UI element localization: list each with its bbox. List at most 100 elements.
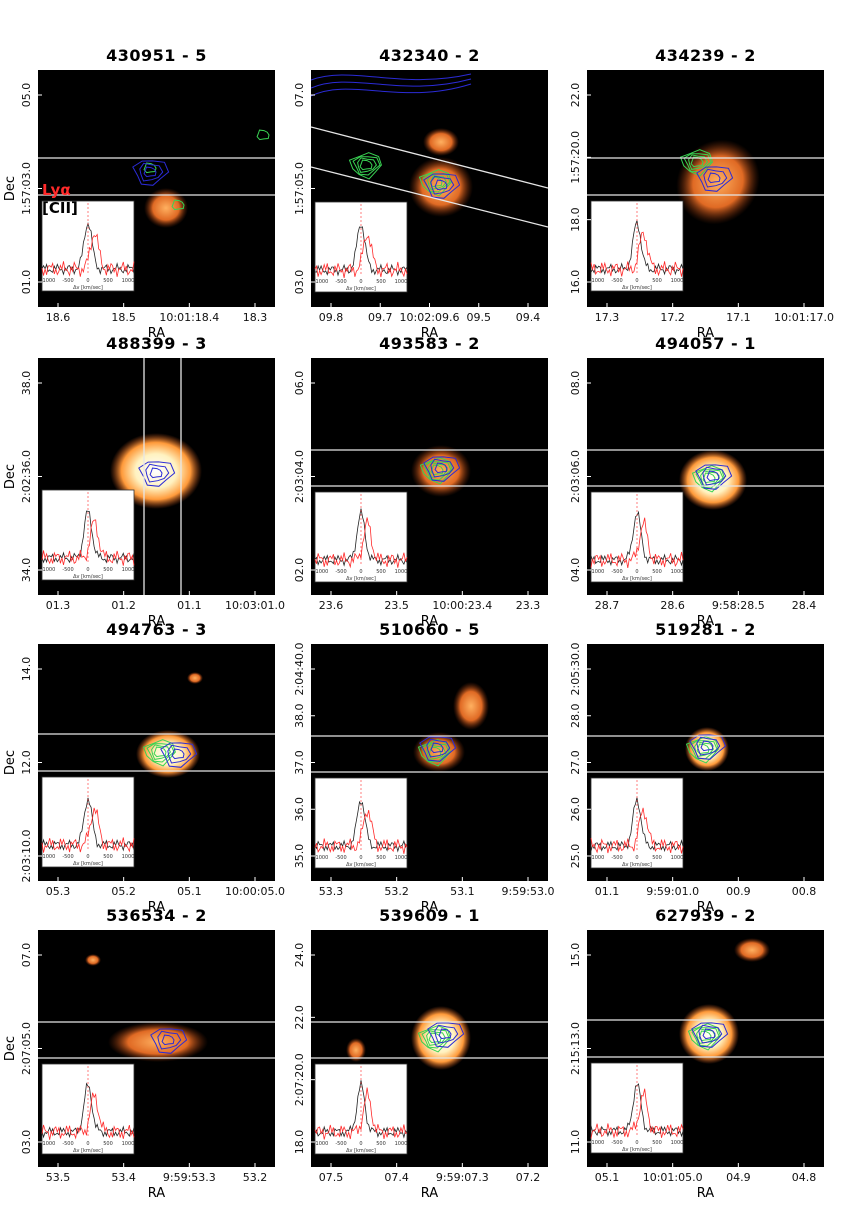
ytick-label: 02.0 (293, 558, 306, 583)
ra-axis-label: RA (421, 326, 439, 341)
cii-spectrum (314, 1080, 408, 1139)
inset-xtick: -500 (335, 569, 346, 575)
inset-xtick: -500 (62, 1141, 73, 1147)
lya-spectrum (590, 807, 684, 854)
ytick-label: 1:57:05.0 (293, 162, 306, 215)
inset-xtick: 0 (359, 569, 362, 575)
panel-title: 539609 - 1 (379, 906, 480, 925)
spectrum-inset: -1000 -500 0 500 1000 Δv [km/sec] (590, 1062, 684, 1154)
emission-blob (679, 1004, 739, 1064)
ra-axis-label: RA (697, 900, 715, 915)
panel-title: 432340 - 2 (379, 46, 480, 65)
panel-svg: -1000 -500 0 500 1000 Δv [km/sec] 07.0 2:07:05.… (3, 930, 275, 1201)
inset-xtick: 0 (635, 1140, 638, 1146)
emission-blob (411, 445, 471, 497)
inset-xtick: -500 (611, 855, 622, 861)
inset-xtick: 500 (376, 569, 386, 575)
xtick-label: 17.2 (660, 311, 685, 324)
blue-contour (138, 461, 176, 487)
ytick-label: 07.0 (293, 83, 306, 108)
green-contour (352, 156, 381, 176)
inset-xlabel: Δv [km/sec] (346, 862, 376, 868)
blue-contour (423, 456, 461, 482)
blue-contour (423, 173, 461, 199)
cii-contour (311, 73, 472, 81)
slit-line (311, 166, 548, 228)
ra-axis-label: RA (148, 614, 166, 629)
blue-contour (691, 1022, 729, 1048)
inset-xtick: 500 (103, 567, 113, 573)
green-contour (691, 465, 725, 493)
green-contour (357, 157, 378, 173)
inset-xtick: -500 (611, 278, 622, 284)
xtick-label: 18.3 (243, 311, 268, 324)
xtick-label: 23.3 (516, 599, 541, 612)
inset-xtick: 0 (359, 279, 362, 285)
xtick-label: 05.1 (177, 885, 202, 898)
green-contour (427, 174, 448, 190)
blue-contour (434, 1024, 459, 1044)
ytick-label: 2:05:30.0 (569, 643, 582, 696)
inset-xtick: -1000 (41, 567, 56, 573)
ytick-label: 12.0 (20, 750, 33, 775)
image-panel: 494057 - 1 -1000 -500 0 500 1000 Δv [km/sec] 08… (549, 334, 844, 635)
ytick-label: 1:57:20.0 (569, 131, 582, 184)
spectrum-inset: -1000 -500 0 500 1000 Δv [km/sec] (314, 1063, 408, 1155)
ra-axis-label: RA (421, 1186, 439, 1201)
xtick-label: 10:01:17.0 (774, 311, 834, 324)
cii-contour (311, 83, 472, 97)
image-panel: 488399 - 3 -1000 -500 0 500 1000 Δv [km/sec] 38… (0, 334, 313, 635)
inset-xlabel: Δv [km/sec] (622, 862, 652, 868)
blue-contour (132, 160, 170, 186)
lya-spectrum (314, 1087, 408, 1140)
inset-xtick: -500 (335, 1141, 346, 1147)
inset-xlabel: Δv [km/sec] (622, 576, 652, 582)
xtick-label: 04.9 (726, 1171, 751, 1184)
inset-xlabel: Δv [km/sec] (622, 1147, 652, 1153)
lya-spectrum (41, 519, 135, 566)
image-panel: 494763 - 3 -1000 -500 0 500 1000 Δv [km/sec] 14… (0, 620, 313, 921)
ytick-label: 28.0 (569, 704, 582, 729)
ytick-label: 18.0 (293, 1130, 306, 1155)
inset-xtick: 1000 (395, 855, 408, 861)
green-contour (687, 1023, 721, 1051)
blue-contour (696, 736, 721, 756)
inset-xtick: 1000 (671, 855, 684, 861)
xtick-label: 05.3 (46, 885, 71, 898)
xtick-label: 9:59:53.3 (163, 1171, 216, 1184)
ytick-label: 08.0 (569, 371, 582, 396)
ytick-label: 15.0 (569, 943, 582, 968)
emission-blob (685, 727, 729, 771)
dec-axis-label: Dec (3, 464, 18, 489)
blue-contour (160, 742, 198, 768)
inset-xtick: 500 (376, 279, 386, 285)
inset-xtick: 1000 (122, 567, 135, 573)
spectrum-inset: -1000 -500 0 500 1000 Δv [km/sec] (314, 491, 408, 583)
xtick-label: 10:00:05.0 (225, 885, 285, 898)
blue-contour (139, 162, 164, 182)
lya-spectrum (590, 231, 684, 277)
ytick-label: 26.0 (569, 797, 582, 822)
image-panel: 430951 - 5 -1000 -500 0 500 1000 Δv [km/sec] Ly… (0, 46, 313, 347)
ytick-label: 2:04:40.0 (293, 643, 306, 696)
xtick-label: 07.5 (319, 1171, 344, 1184)
image-panel: 519281 - 2 -1000 -500 0 500 1000 Δv [km/sec] 2:… (549, 620, 844, 921)
dec-axis-label: Dec (3, 750, 18, 775)
xtick-label: 23.6 (319, 599, 344, 612)
xtick-label: 28.7 (595, 599, 620, 612)
inset-xtick: 500 (652, 855, 662, 861)
green-contour (143, 162, 157, 174)
inset-xtick: -500 (62, 567, 73, 573)
xtick-label: 23.5 (384, 599, 409, 612)
ra-axis-label: RA (697, 614, 715, 629)
ytick-label: 2:02:36.0 (20, 450, 33, 503)
panel-svg: -1000 -500 0 500 1000 Δv [km/sec] 15.0 2:15:13.… (569, 930, 824, 1201)
ytick-label: 1:57:03.0 (20, 162, 33, 215)
ytick-label: 2:07:05.0 (20, 1022, 33, 1075)
panel-svg: -1000 -500 0 500 1000 Δv [km/sec] 38.0 2:02:36.… (3, 358, 285, 629)
ytick-label: 05.0 (20, 83, 33, 108)
ytick-label: 27.0 (569, 750, 582, 775)
emission-blob (85, 954, 101, 966)
blue-contour (698, 1024, 723, 1044)
xtick-label: 9:59:07.3 (436, 1171, 489, 1184)
